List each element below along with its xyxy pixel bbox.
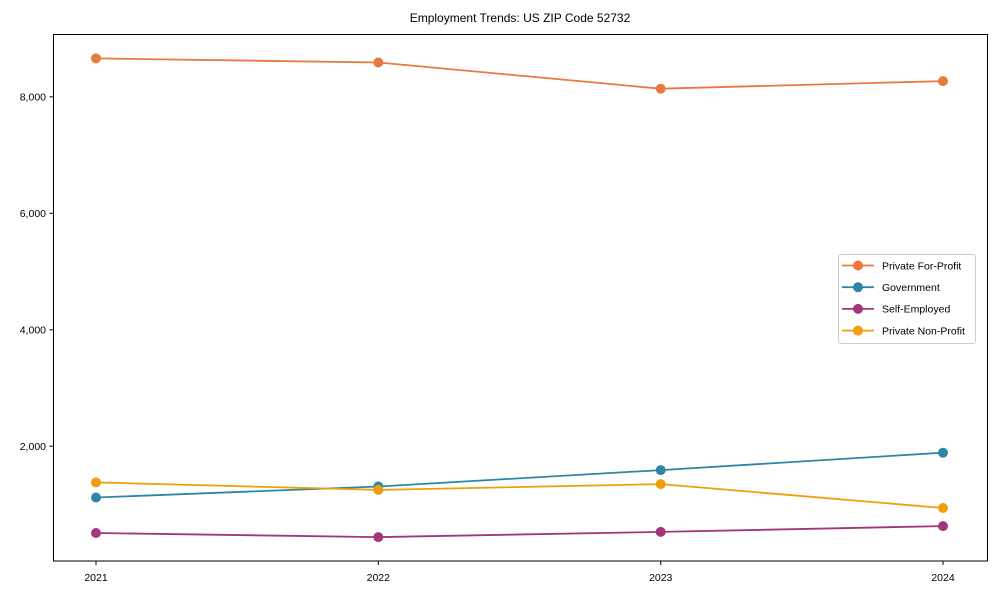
legend-box: [838, 254, 976, 344]
y-axis: 2,000 4,000 6,000 8,000: [20, 92, 54, 453]
x-tick-label: 2023: [649, 572, 673, 584]
x-tick-label: 2024: [931, 572, 955, 584]
chart-title: Employment Trends: US ZIP Code 52732: [410, 11, 631, 25]
data-point-self-employed: [655, 526, 666, 537]
series-line-self-employed: [95, 525, 944, 538]
x-axis: 2021 2022 2023 2024: [84, 561, 955, 584]
plot-area: [53, 34, 988, 562]
legend-marker-self-employed: [853, 303, 863, 314]
data-point-private-for-profit: [91, 53, 101, 64]
series-line-private-for-profit: [95, 57, 944, 90]
y-tick-label: 6,000: [20, 208, 46, 220]
legend-marker-private-non-profit: [853, 325, 863, 336]
data-point-self-employed: [373, 532, 384, 543]
data-point-government: [655, 465, 666, 476]
series-line-private-non-profit: [95, 481, 944, 509]
x-tick-label: 2021: [84, 572, 108, 584]
data-point-private-non-profit: [655, 479, 666, 490]
legend-marker-private-for-profit: [853, 260, 863, 271]
legend: Private For-Profit Government Self-Employe…: [838, 254, 976, 344]
legend-label-government: Government: [882, 282, 940, 294]
series-lines: [91, 53, 948, 543]
data-point-private-for-profit: [373, 57, 384, 68]
y-tick-label: 2,000: [20, 441, 46, 453]
data-point-private-non-profit: [91, 477, 101, 488]
data-point-government: [938, 447, 948, 458]
legend-label-self-employed: Self-Employed: [882, 304, 950, 316]
data-point-private-non-profit: [373, 484, 384, 495]
data-point-self-employed: [91, 528, 101, 538]
data-point-private-for-profit: [938, 76, 948, 87]
data-point-private-for-profit: [655, 83, 666, 94]
data-point-self-employed: [938, 521, 948, 532]
y-tick-label: 4,000: [20, 324, 46, 336]
legend-marker-government: [853, 282, 863, 293]
x-tick-label: 2022: [367, 572, 391, 584]
data-point-private-non-profit: [938, 503, 948, 513]
data-point-government: [91, 492, 101, 503]
y-tick-label: 8,000: [20, 92, 46, 104]
series-line-government: [95, 451, 944, 499]
legend-label-private-non-profit: Private Non-Profit: [882, 325, 965, 337]
legend-label-private-for-profit: Private For-Profit: [882, 260, 961, 272]
